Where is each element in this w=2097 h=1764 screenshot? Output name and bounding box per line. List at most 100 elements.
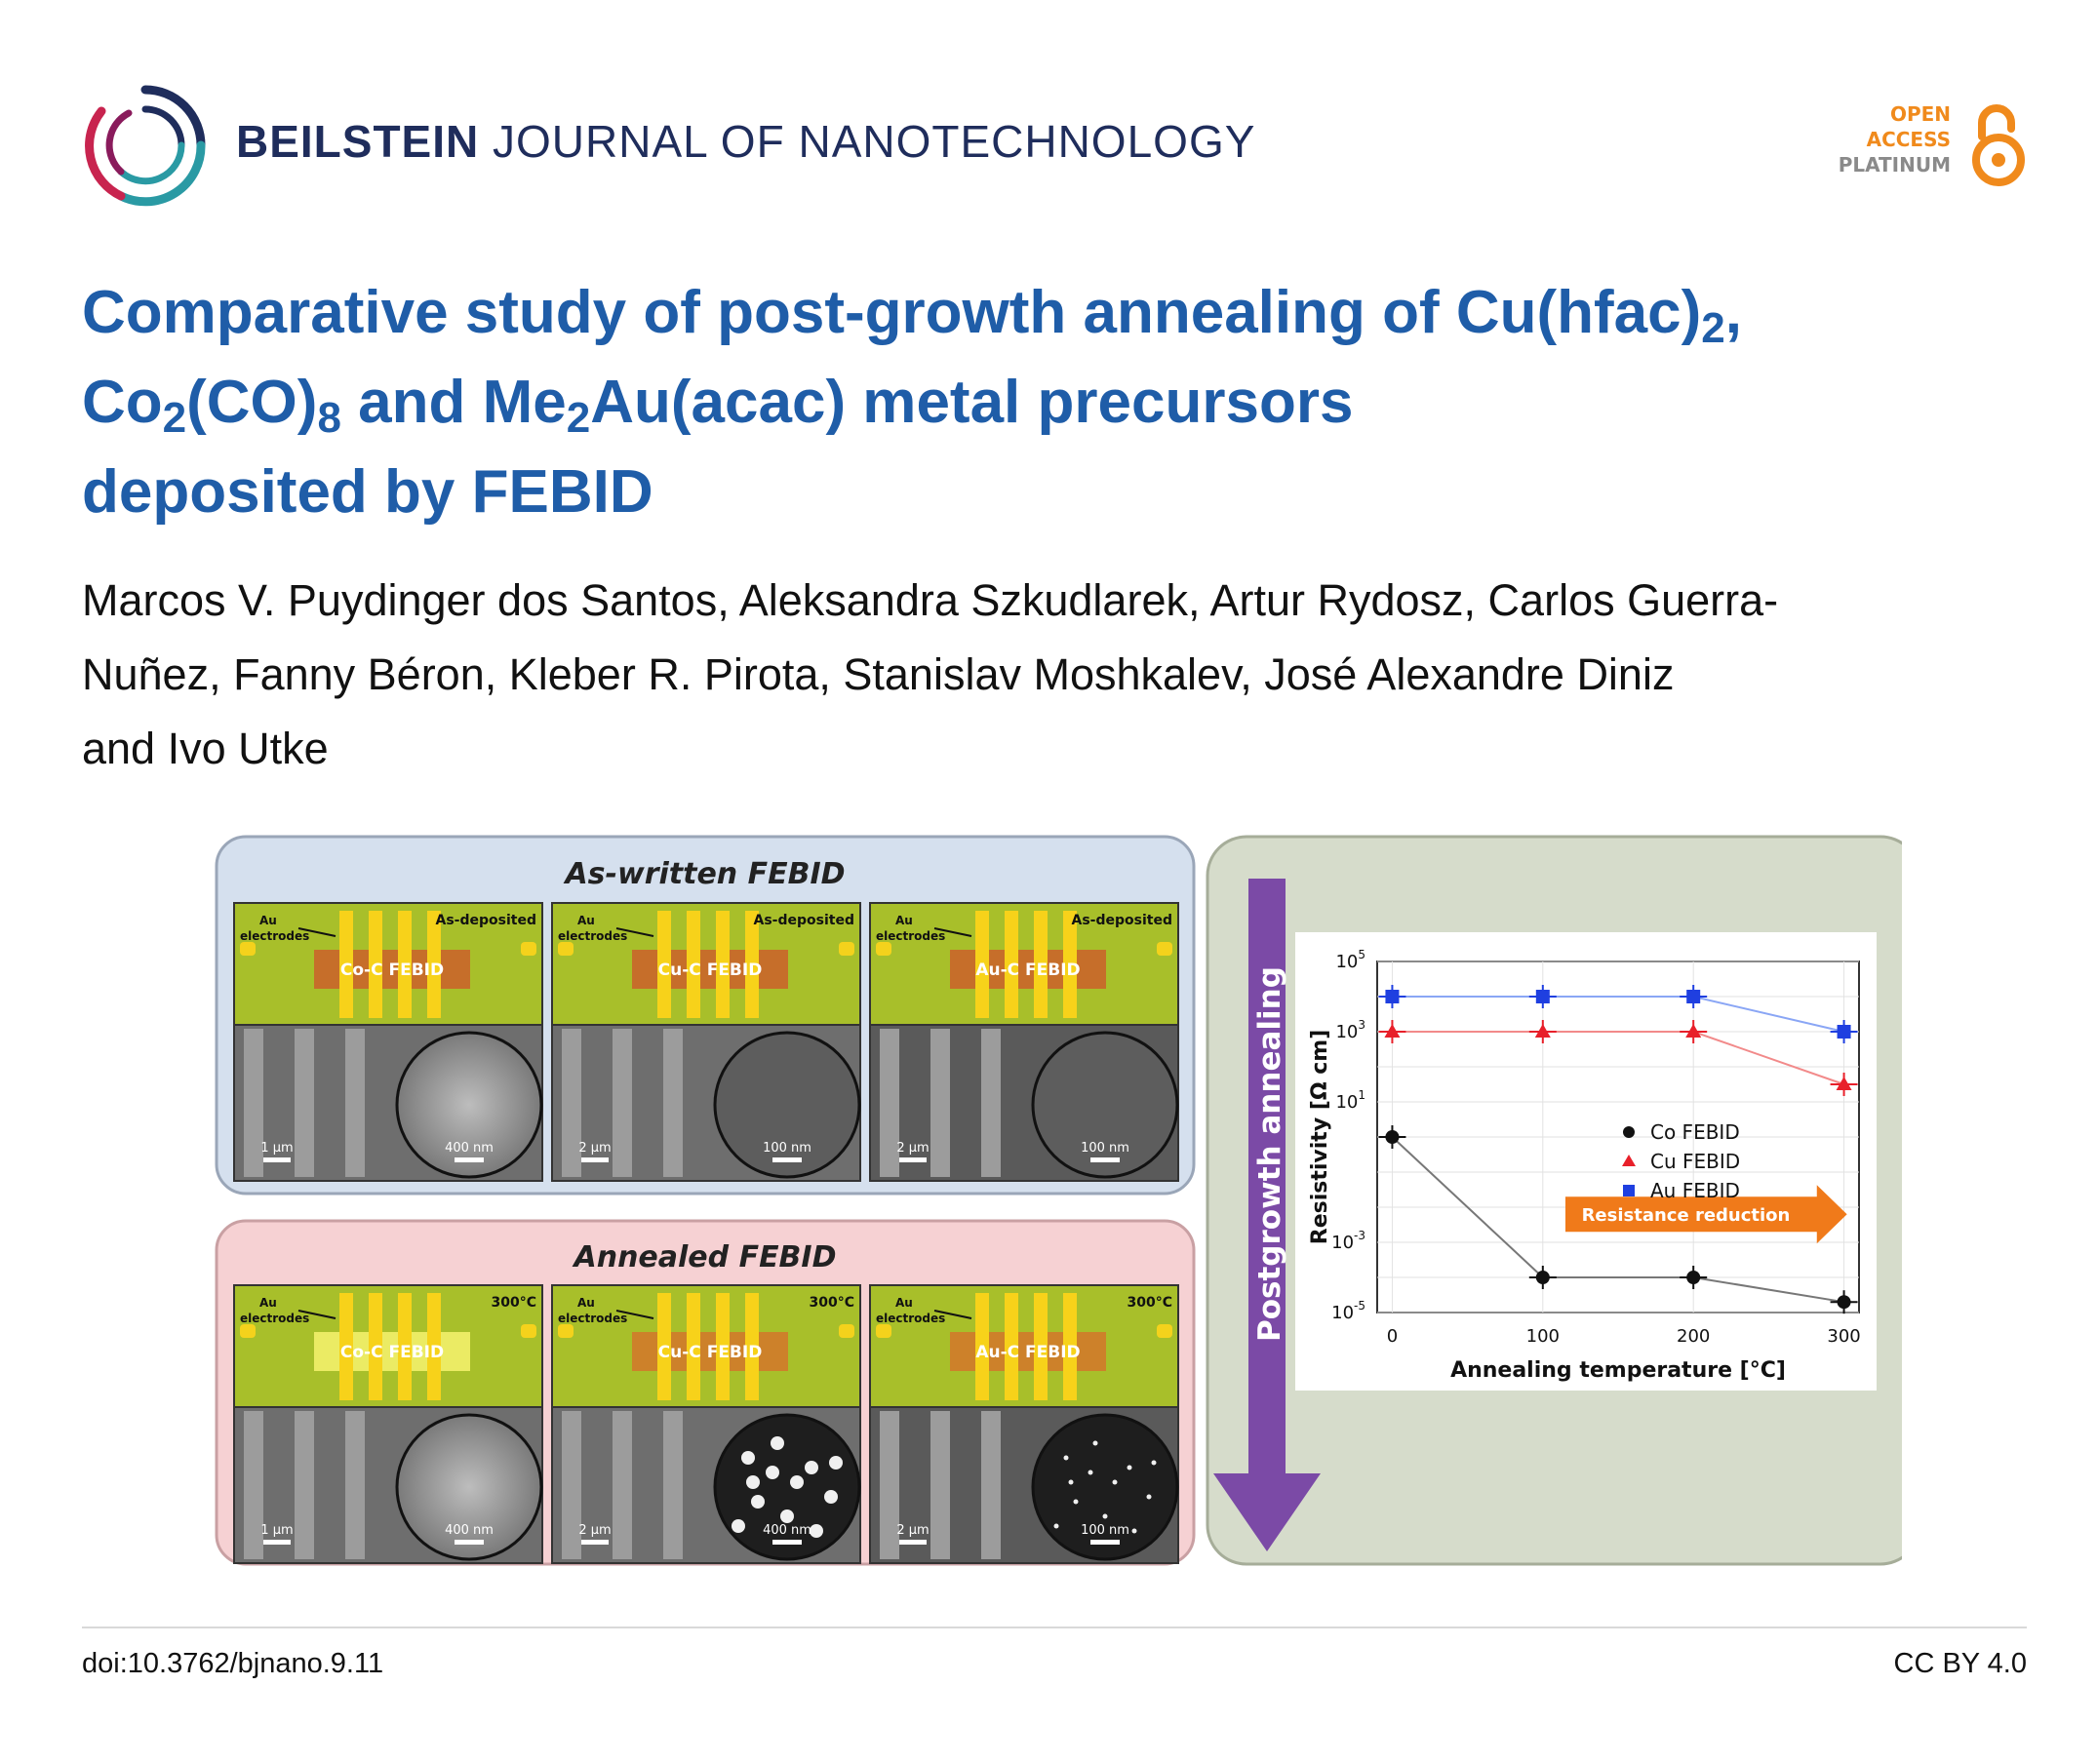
state-label: 300°C	[1128, 1295, 1173, 1311]
series-cu-febid	[1378, 1020, 1858, 1096]
doi-text: doi:10.3762/bjnano.9.11	[82, 1648, 384, 1679]
title-and-me: and Me	[340, 369, 567, 436]
electrodes-arrow	[615, 1310, 654, 1319]
sem-electrode	[562, 1411, 581, 1559]
oa-open: OPEN	[1889, 102, 1951, 126]
electrode-pad	[240, 942, 256, 956]
tem-inset	[1031, 1031, 1179, 1179]
deposit-label: Cu-C FEBID	[658, 960, 763, 980]
graphical-abstract: As-written FEBID Annealed FEBID Postgrow…	[215, 835, 1902, 1566]
resistance-reduction-label: Resistance reduction	[1582, 1205, 1791, 1226]
open-access-badge: OPEN ACCESS PLATINUM	[1838, 101, 2027, 189]
electrode-finger	[975, 1293, 989, 1400]
data-point	[1534, 1024, 1551, 1038]
electrode-finger	[1063, 911, 1077, 1018]
micrograph-annealed-3: Au-C FEBID 300°C Au electrodes 2 µm 100 nm	[869, 1284, 1179, 1564]
x-axis-label: Annealing temperature [°C]	[1450, 1358, 1786, 1383]
scale-bar-label: 2 µm	[578, 1523, 611, 1538]
data-point	[1535, 1271, 1550, 1284]
electrodes-label: Au	[577, 1296, 595, 1310]
nanoparticle	[771, 1436, 784, 1450]
oa-platinum: PLATINUM	[1838, 153, 1951, 176]
title-au: Au(acac) metal precursors	[590, 369, 1354, 436]
micrograph-panels: Co-C FEBID As-deposited Au electrodes 1 µm 40…	[233, 902, 1179, 1564]
state-label: 300°C	[492, 1295, 537, 1311]
electrode-finger	[339, 1293, 353, 1400]
electrode-finger	[369, 911, 382, 1018]
title-line1: Comparative study of post-growth anneali…	[82, 279, 1702, 346]
electrodes-arrow	[297, 1310, 336, 1319]
electrode-finger	[1005, 911, 1018, 1018]
inset-scale-label: 100 nm	[1081, 1141, 1129, 1156]
nanoparticle	[1151, 1460, 1157, 1466]
electrodes-label: Au	[895, 914, 913, 927]
electrode-pad	[558, 942, 574, 956]
nanoparticle	[741, 1451, 755, 1465]
title-sub: 2	[1701, 304, 1725, 352]
electrode-finger	[369, 1293, 382, 1400]
nanoparticle	[824, 1490, 838, 1504]
data-point	[1685, 1024, 1702, 1038]
nanoparticle	[746, 1475, 760, 1489]
electrode-finger	[1063, 1293, 1077, 1400]
scale-bar	[899, 1540, 927, 1545]
electrode-finger	[1034, 911, 1048, 1018]
authors-line: Nuñez, Fanny Béron, Kleber R. Pirota, St…	[82, 649, 1675, 699]
electrodes-label: Au	[895, 1296, 913, 1310]
nanoparticle	[1146, 1494, 1152, 1500]
electrode-finger	[1034, 1293, 1048, 1400]
inset-scale-bar	[1090, 1540, 1120, 1545]
electrodes-label: Au	[259, 1296, 277, 1310]
data-point	[1535, 990, 1550, 1003]
title-line3: deposited by FEBID	[82, 458, 653, 526]
electrode-pad	[839, 942, 854, 956]
x-tick-label: 100	[1526, 1326, 1560, 1347]
inset-scale-bar	[772, 1157, 802, 1162]
nanoparticle	[1112, 1479, 1118, 1485]
nanoparticle	[790, 1475, 804, 1489]
sem-electrode	[295, 1029, 314, 1177]
series-co-febid	[1378, 1125, 1858, 1314]
electrode-finger	[716, 1293, 730, 1400]
open-lock-icon	[1972, 104, 2025, 186]
electrodes-arrow	[933, 1310, 972, 1319]
sem-electrode	[345, 1411, 365, 1559]
electrodes-label: electrodes	[876, 929, 945, 943]
state-label: As-deposited	[436, 913, 536, 928]
nanoparticle	[1088, 1470, 1093, 1475]
nanoparticle	[1063, 1455, 1069, 1461]
inset-scale-label: 100 nm	[763, 1141, 811, 1156]
electrodes-label: Au	[577, 914, 595, 927]
x-tick-label: 0	[1387, 1326, 1398, 1347]
electrode-finger	[745, 911, 759, 1018]
electrode-finger	[339, 911, 353, 1018]
beilstein-logo	[85, 85, 206, 207]
y-tick-label: 101	[1335, 1088, 1365, 1113]
article-title: Comparative study of post-growth anneali…	[82, 268, 1994, 537]
sem-electrode	[930, 1411, 950, 1559]
sem-electrode	[663, 1029, 683, 1177]
electrodes-label: electrodes	[240, 929, 309, 943]
journal-name: BEILSTEIN JOURNAL OF NANOTECHNOLOGY	[236, 115, 1255, 168]
electrodes-label: electrodes	[240, 1312, 309, 1325]
nanoparticle	[1127, 1465, 1132, 1470]
deposit-label: Au-C FEBID	[975, 1343, 1080, 1362]
annealing-arrow-label: Postgrowth annealing	[1252, 966, 1287, 1342]
micrograph-annealed-2: Cu-C FEBID 300°C Au electrodes 2 µm 400 nm	[551, 1284, 861, 1564]
scale-bar-label: 1 µm	[260, 1141, 293, 1156]
title-sub: 2	[566, 394, 591, 442]
title-sub: 8	[317, 394, 341, 442]
inset-scale-bar	[455, 1540, 484, 1545]
deposit-label: Au-C FEBID	[975, 960, 1080, 980]
sem-electrode	[930, 1029, 950, 1177]
license-text: CC BY 4.0	[1893, 1648, 2027, 1679]
annealing-arrow	[1248, 879, 1286, 1473]
title-co: Co	[82, 369, 163, 436]
electrodes-label: electrodes	[558, 1312, 627, 1325]
data-point	[1836, 1077, 1852, 1090]
sem-electrode	[663, 1411, 683, 1559]
nanoparticle	[1053, 1523, 1059, 1529]
inset-scale-label: 400 nm	[445, 1523, 494, 1538]
series-fit-line	[1391, 1136, 1844, 1304]
x-tick-label: 300	[1827, 1326, 1860, 1347]
